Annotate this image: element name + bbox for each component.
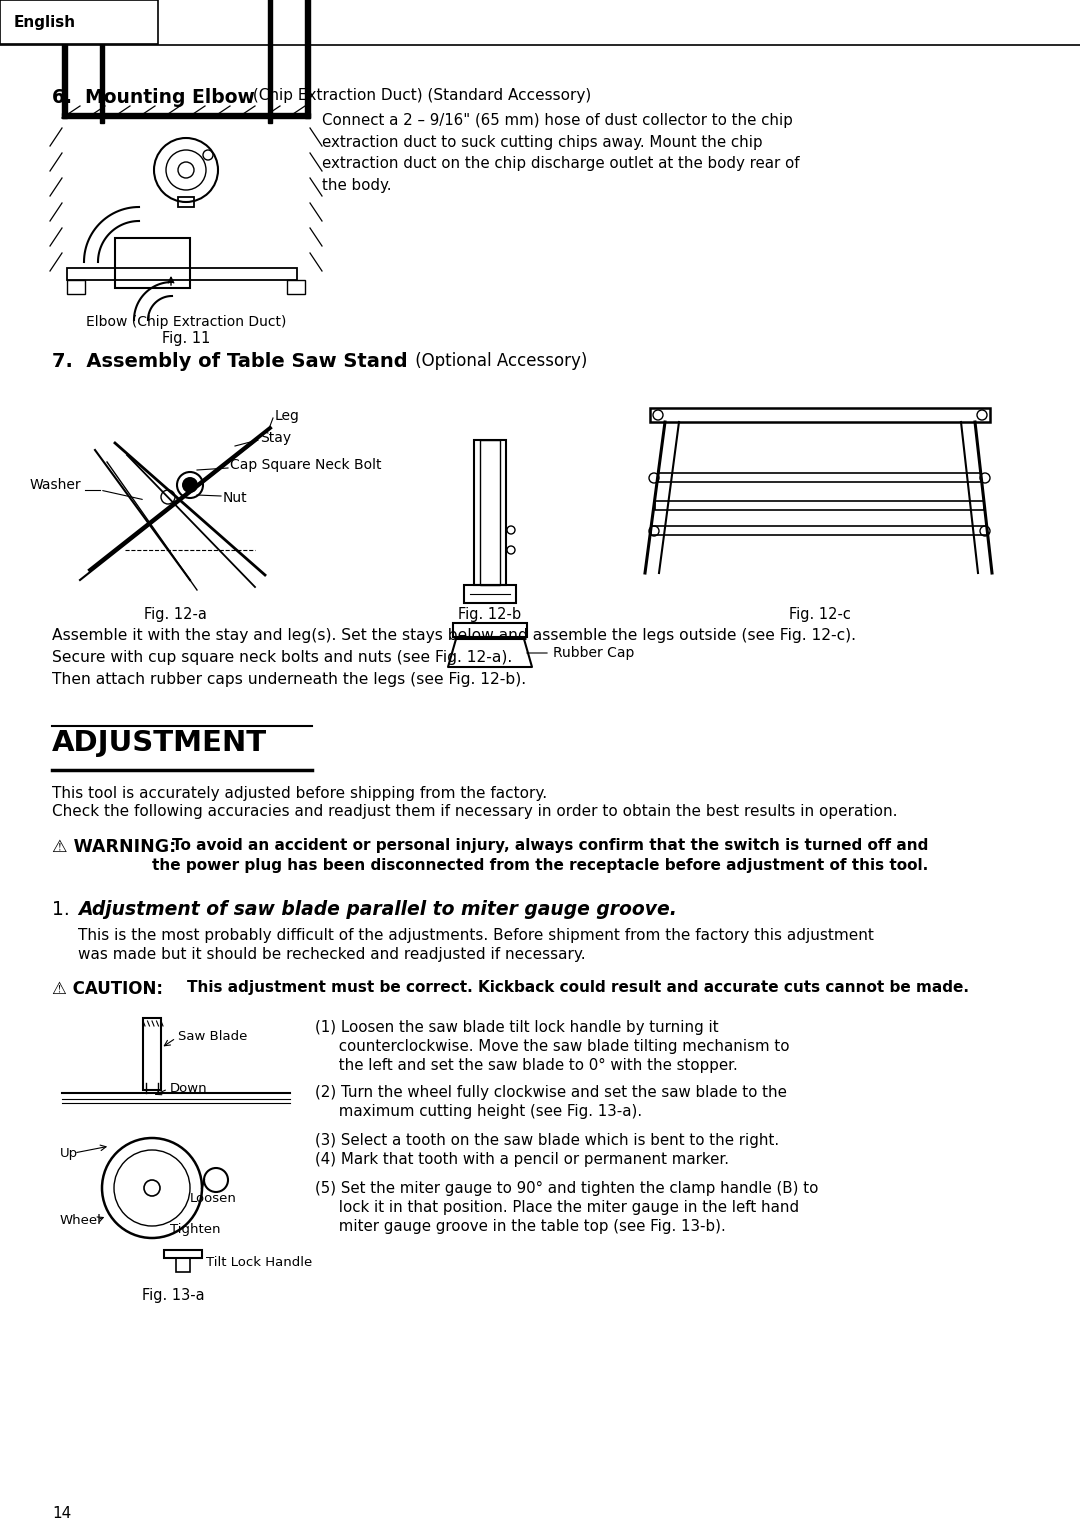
Text: Secure with cup square neck bolts and nuts (see Fig. 12-a).: Secure with cup square neck bolts and nu… xyxy=(52,649,512,665)
Text: Nut: Nut xyxy=(222,490,247,504)
Bar xyxy=(480,440,500,585)
Bar xyxy=(67,280,85,293)
Bar xyxy=(453,623,527,637)
Text: Check the following accuracies and readjust them if necessary in order to obtain: Check the following accuracies and readj… xyxy=(52,804,897,819)
Bar xyxy=(178,197,194,206)
Text: Fig. 12-b: Fig. 12-b xyxy=(458,607,522,622)
Text: This is the most probably difficult of the adjustments. Before shipment from the: This is the most probably difficult of t… xyxy=(78,927,874,943)
Text: ⚠ WARNING:: ⚠ WARNING: xyxy=(52,837,176,856)
Text: maximum cutting height (see Fig. 13-a).: maximum cutting height (see Fig. 13-a). xyxy=(315,1105,643,1118)
Circle shape xyxy=(183,477,198,494)
Bar xyxy=(176,1258,190,1271)
Text: Connect a 2 – 9/16" (65 mm) hose of dust collector to the chip
extraction duct t: Connect a 2 – 9/16" (65 mm) hose of dust… xyxy=(322,113,799,193)
Text: (4) Mark that tooth with a pencil or permanent marker.: (4) Mark that tooth with a pencil or per… xyxy=(315,1152,729,1167)
Text: 14: 14 xyxy=(52,1507,71,1520)
Bar xyxy=(651,526,987,535)
Text: Tighten: Tighten xyxy=(170,1224,220,1236)
Text: Adjustment of saw blade parallel to miter gauge groove.: Adjustment of saw blade parallel to mite… xyxy=(78,900,677,918)
Text: (5) Set the miter gauge to 90° and tighten the clamp handle (B) to: (5) Set the miter gauge to 90° and tight… xyxy=(315,1181,819,1196)
Text: ⚠ CAUTION:: ⚠ CAUTION: xyxy=(52,979,163,998)
Bar xyxy=(62,113,310,118)
Text: This adjustment must be correct. Kickback could result and accurate cuts cannot : This adjustment must be correct. Kickbac… xyxy=(187,979,969,995)
Text: Leg: Leg xyxy=(275,410,300,423)
Bar xyxy=(100,0,104,122)
Text: (1) Loosen the saw blade tilt lock handle by turning it: (1) Loosen the saw blade tilt lock handl… xyxy=(315,1021,718,1034)
Text: lock it in that position. Place the miter gauge in the left hand: lock it in that position. Place the mite… xyxy=(315,1199,799,1215)
Text: Wheel: Wheel xyxy=(60,1213,102,1227)
Bar xyxy=(474,440,507,585)
Bar xyxy=(0,0,158,44)
Text: (Chip Extraction Duct) (Standard Accessory): (Chip Extraction Duct) (Standard Accesso… xyxy=(248,89,591,102)
Text: Then attach rubber caps underneath the legs (see Fig. 12-b).: Then attach rubber caps underneath the l… xyxy=(52,672,526,688)
Text: (Optional Accessory): (Optional Accessory) xyxy=(410,351,588,370)
Text: miter gauge groove in the table top (see Fig. 13-b).: miter gauge groove in the table top (see… xyxy=(315,1219,726,1235)
Text: This tool is accurately adjusted before shipping from the factory.: This tool is accurately adjusted before … xyxy=(52,785,548,801)
Text: was made but it should be rechecked and readjusted if necessary.: was made but it should be rechecked and … xyxy=(78,947,585,963)
Text: Loosen: Loosen xyxy=(190,1192,237,1204)
Text: Washer: Washer xyxy=(30,478,82,492)
Bar xyxy=(268,0,272,122)
Text: Fig. 11: Fig. 11 xyxy=(162,332,211,345)
Text: Rubber Cap: Rubber Cap xyxy=(553,646,634,660)
Text: Up: Up xyxy=(60,1146,78,1160)
Text: Fig. 13-a: Fig. 13-a xyxy=(141,1288,204,1303)
Text: Stay: Stay xyxy=(260,431,292,445)
Text: Cap Square Neck Bolt: Cap Square Neck Bolt xyxy=(230,458,381,472)
Bar xyxy=(654,501,984,510)
Bar xyxy=(67,267,297,280)
Text: English: English xyxy=(14,14,76,29)
Bar xyxy=(650,408,990,422)
Text: counterclockwise. Move the saw blade tilting mechanism to: counterclockwise. Move the saw blade til… xyxy=(315,1039,789,1054)
Bar xyxy=(62,0,67,118)
Text: Saw Blade: Saw Blade xyxy=(178,1030,247,1042)
Text: ADJUSTMENT: ADJUSTMENT xyxy=(52,729,267,756)
Text: Down: Down xyxy=(170,1082,207,1094)
Bar xyxy=(464,585,516,604)
Bar xyxy=(164,1250,202,1258)
Bar xyxy=(287,280,305,293)
Bar xyxy=(114,238,190,287)
Text: Tilt Lock Handle: Tilt Lock Handle xyxy=(206,1256,312,1268)
Text: the left and set the saw blade to 0° with the stopper.: the left and set the saw blade to 0° wit… xyxy=(315,1057,738,1073)
Text: To avoid an accident or personal injury, always confirm that the switch is turne: To avoid an accident or personal injury,… xyxy=(172,837,929,853)
Text: 6.  Mounting Elbow: 6. Mounting Elbow xyxy=(52,89,255,107)
Text: Assemble it with the stay and leg(s). Set the stays below and assemble the legs : Assemble it with the stay and leg(s). Se… xyxy=(52,628,856,643)
Bar xyxy=(143,1018,161,1089)
Text: Fig. 12-c: Fig. 12-c xyxy=(789,607,851,622)
Text: Elbow (Chip Extraction Duct): Elbow (Chip Extraction Duct) xyxy=(85,315,286,329)
Bar xyxy=(305,0,310,118)
Text: 7.  Assembly of Table Saw Stand: 7. Assembly of Table Saw Stand xyxy=(52,351,407,371)
Text: Fig. 12-a: Fig. 12-a xyxy=(144,607,206,622)
Text: 1.: 1. xyxy=(52,900,70,918)
Text: the power plug has been disconnected from the receptacle before adjustment of th: the power plug has been disconnected fro… xyxy=(152,859,928,872)
Text: (3) Select a tooth on the saw blade which is bent to the right.: (3) Select a tooth on the saw blade whic… xyxy=(315,1132,779,1148)
Bar xyxy=(658,474,981,481)
Text: (2) Turn the wheel fully clockwise and set the saw blade to the: (2) Turn the wheel fully clockwise and s… xyxy=(315,1085,787,1100)
